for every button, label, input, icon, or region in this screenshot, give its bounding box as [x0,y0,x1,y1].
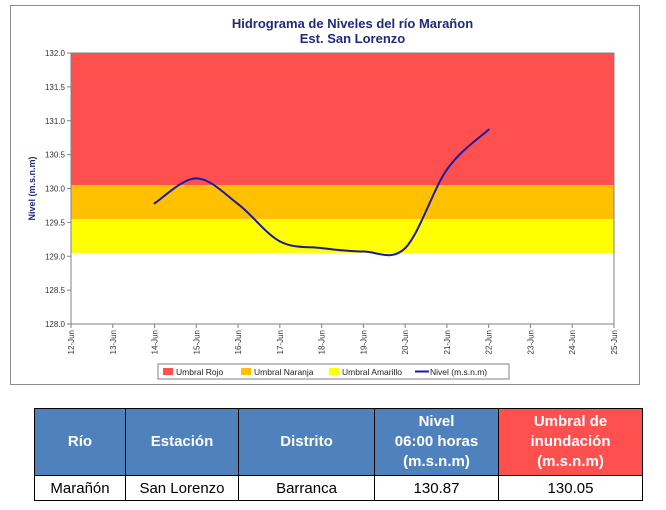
y-tick-label: 131.0 [45,117,66,126]
legend-swatch [329,368,339,375]
x-tick-label: 24-Jun [568,330,577,354]
legend-swatch [163,368,173,375]
x-tick-label: 18-Jun [318,330,327,354]
y-tick-label: 130.5 [45,151,66,160]
chart-title: Hidrograma de Niveles del río Marañon [232,16,473,31]
y-tick-label: 129.0 [45,252,66,261]
header-nivel-line3: (m.s.n.m) [403,453,470,470]
x-tick-label: 15-Jun [192,330,201,354]
x-tick-label: 23-Jun [526,330,535,354]
legend-entry-label: Umbral Naranja [254,367,314,377]
data-point [237,203,240,206]
hydrograph-chart: Hidrograma de Niveles del río MarañonEst… [27,16,619,380]
header-umbral-line1: Umbral de [533,413,608,430]
data-point [195,177,198,180]
header-distrito: Distrito [238,408,375,476]
data-point [487,128,490,131]
table-header-row: Río Estación Distrito Nivel 06:00 horas … [34,408,643,476]
legend-entry-label: Umbral Amarillo [342,367,402,377]
station-table: Río Estación Distrito Nivel 06:00 horas … [34,408,643,501]
header-nivel-line1: Nivel [418,413,455,430]
cell-nivel: 130.87 [374,475,499,501]
x-tick-label: 14-Jun [151,330,160,354]
data-point [153,202,156,205]
band-umbral-naranja [71,185,614,219]
x-tick-label: 21-Jun [443,330,452,354]
header-umbral: Umbral de inundación (m.s.n.m) [498,408,643,476]
legend-entry-label: Umbral Rojo [176,367,224,377]
x-tick-label: 16-Jun [234,330,243,354]
data-point [320,247,323,250]
chart-subtitle: Est. San Lorenzo [300,31,406,46]
header-rio: Río [34,408,126,476]
x-tick-label: 19-Jun [359,330,368,354]
cell-rio: Marañón [34,475,126,501]
table-row: Marañón San Lorenzo Barranca 130.87 130.… [34,475,643,501]
legend-entry-label: Nivel (m.s.n.m) [430,367,487,377]
header-nivel: Nivel 06:00 horas (m.s.n.m) [374,408,499,476]
data-point [362,250,365,253]
header-umbral-line3: (m.s.n.m) [537,453,604,470]
x-tick-label: 20-Jun [401,330,410,354]
y-tick-label: 128.0 [45,320,66,329]
legend-swatch [241,368,251,375]
header-nivel-line2: 06:00 horas [394,433,479,450]
header-umbral-line2: inundación [530,433,611,450]
data-point [404,247,407,250]
x-tick-label: 12-Jun [67,330,76,354]
y-tick-label: 129.5 [45,218,66,227]
y-tick-label: 130.0 [45,185,66,194]
x-tick-label: 22-Jun [485,330,494,354]
y-tick-label: 128.5 [45,286,66,295]
cell-umbral: 130.05 [498,475,643,501]
x-tick-label: 17-Jun [276,330,285,354]
chart-frame: Hidrograma de Niveles del río Marañon Est… [10,5,640,385]
header-estacion: Estación [125,408,239,476]
x-tick-label: 25-Jun [610,330,619,354]
y-axis-label: Nivel (m.s.n.m) [27,156,37,220]
cell-distrito: Barranca [238,475,375,501]
band-umbral-amarillo [71,218,614,253]
data-point [278,240,281,243]
band-umbral-rojo [71,53,614,186]
y-tick-label: 132.0 [45,49,66,58]
cell-estacion: San Lorenzo [125,475,239,501]
x-tick-label: 13-Jun [109,330,118,354]
data-point [445,168,448,171]
y-tick-label: 131.5 [45,83,66,92]
